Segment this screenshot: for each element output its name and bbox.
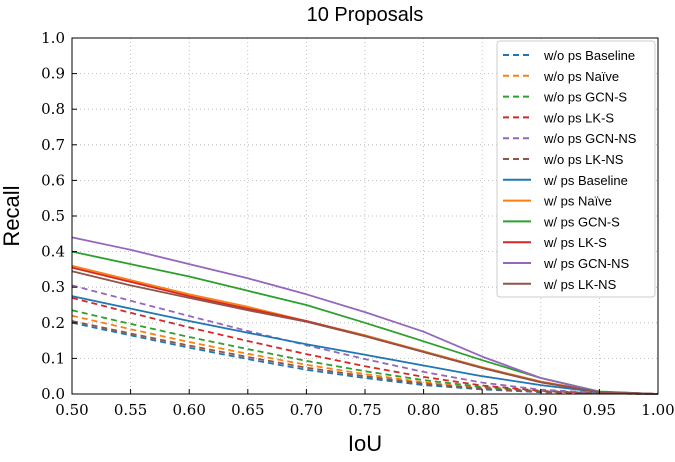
x-tick-label: 0.90 [524, 401, 557, 419]
y-tick-label: 0.7 [41, 136, 65, 154]
x-tick-label: 0.70 [290, 401, 323, 419]
series-line [71, 236, 659, 395]
legend-entry-label: w/ ps LK-NS [543, 277, 617, 292]
legend-entry-label: w/o ps Naïve [543, 69, 619, 84]
legend-box [496, 40, 656, 298]
y-tick-label: 0.8 [41, 100, 65, 118]
legend-entry-label: w/o ps LK-S [543, 110, 614, 125]
y-tick-label: 0.3 [41, 278, 65, 296]
x-axis-label: IoU [348, 431, 382, 456]
x-tick-label: 0.60 [172, 401, 205, 419]
x-tick-label: 0.85 [465, 401, 498, 419]
legend-entry-label: w/ ps LK-S [543, 235, 607, 250]
y-tick-label: 0.6 [41, 171, 65, 189]
legend-entry-label: w/ ps GCN-NS [543, 256, 630, 271]
series-line [71, 297, 659, 395]
y-tick-label: 0.9 [41, 65, 65, 83]
x-tick-label: 0.50 [55, 401, 88, 419]
y-tick-label: 0.0 [41, 385, 65, 403]
x-tick-label: 0.65 [231, 401, 264, 419]
series-lines [71, 236, 659, 395]
legend-entry-label: w/ ps Naïve [543, 194, 612, 209]
y-tick-label: 0.2 [41, 314, 65, 332]
series-line [71, 270, 659, 395]
y-axis-label: Recall [0, 185, 24, 246]
legend: w/o ps Baseline w/o ps Naïve w/o ps GCN-S w… [496, 40, 656, 298]
y-tick-label: 0.4 [41, 243, 65, 261]
x-tick-label: 0.55 [114, 401, 147, 419]
series-line [71, 295, 659, 395]
x-tick-label: 1.00 [641, 401, 674, 419]
legend-entry-label: w/o ps Baseline [543, 48, 635, 63]
legend-entry-label: w/o ps GCN-NS [543, 131, 637, 146]
series-line [71, 320, 659, 395]
y-tick-label: 0.1 [41, 349, 65, 367]
legend-entry-label: w/o ps LK-NS [543, 152, 624, 167]
x-tick-label: 0.95 [583, 401, 616, 419]
y-tick-label: 1.0 [41, 29, 65, 47]
series-line [71, 284, 659, 395]
legend-entry-label: w/ ps GCN-S [543, 214, 620, 229]
chart-title: 10 Proposals [307, 4, 424, 26]
x-tick-label: 0.80 [407, 401, 440, 419]
x-tick-label: 0.75 [348, 401, 381, 419]
y-tick-label: 0.5 [41, 207, 65, 225]
legend-entry-label: w/o ps GCN-S [543, 90, 627, 105]
legend-entry-label: w/ ps Baseline [543, 173, 628, 188]
axis-ticks: 0.50 0.55 0.60 0.65 0.70 0.75 0.80 0.85 0.90 0.95… [41, 29, 675, 419]
